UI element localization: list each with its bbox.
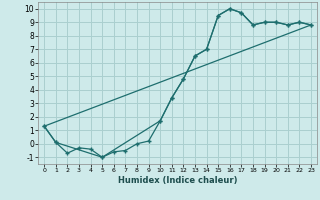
X-axis label: Humidex (Indice chaleur): Humidex (Indice chaleur) bbox=[118, 176, 237, 185]
